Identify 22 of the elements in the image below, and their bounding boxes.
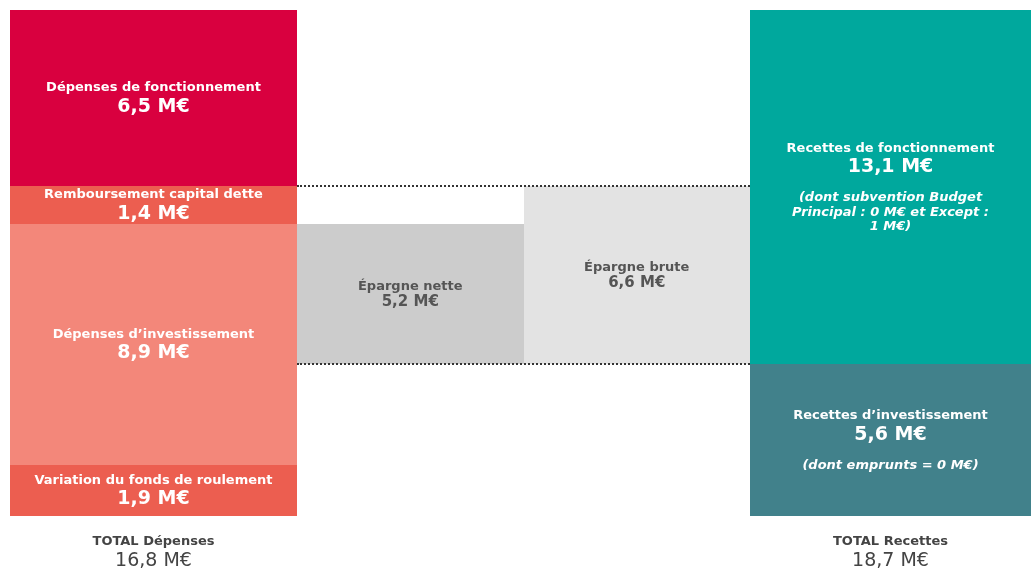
category-label: Dépenses de fonctionnement xyxy=(46,79,261,95)
data-label: 8,9 M€ xyxy=(117,339,190,362)
category-label: Recettes d’investissement xyxy=(793,407,988,423)
text: 16,8 M€ xyxy=(115,547,192,570)
data-label: 1,4 M€ xyxy=(117,200,190,223)
data-label: 5,6 M€ xyxy=(854,421,927,444)
text: (dont emprunts = 0 M€) xyxy=(802,456,979,472)
text: 18,7 M€ xyxy=(852,547,929,570)
category-label: Épargne brute xyxy=(584,258,690,275)
data-label: 6,5 M€ xyxy=(117,93,190,116)
data-label: 5,2 M€ xyxy=(381,292,439,310)
category-label: Variation du fonds de roulement xyxy=(34,471,273,487)
data-label: 6,6 M€ xyxy=(608,273,666,292)
category-label: Remboursement capital dette xyxy=(44,186,263,202)
category-label: Épargne nette xyxy=(357,277,463,293)
category-label: Dépenses d’investissement xyxy=(52,325,255,341)
data-label: 1,9 M€ xyxy=(117,485,190,508)
text: TOTAL Dépenses xyxy=(91,533,216,549)
category-label: Recettes de fonctionnement xyxy=(786,140,995,156)
data-label: 13,1 M€ xyxy=(847,154,934,177)
text: (dont subvention Budget Principal : 0 M€ et Except : 1 M€) xyxy=(792,189,989,233)
text: TOTAL Recettes xyxy=(832,533,949,549)
